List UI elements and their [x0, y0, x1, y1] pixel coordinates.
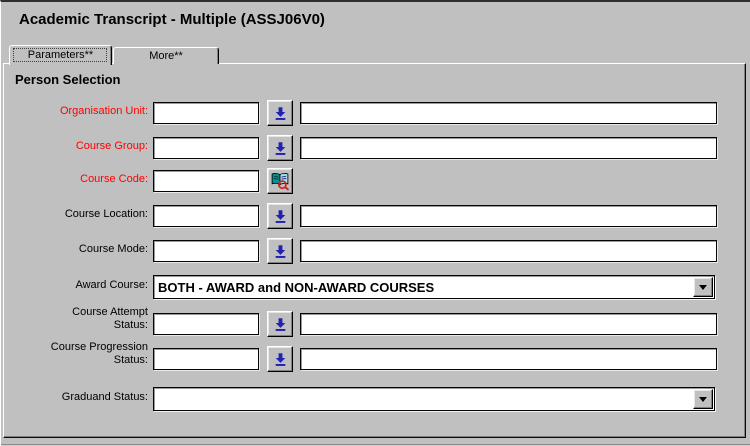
- bottom-divider: [1, 444, 750, 445]
- course-location-label: Course Location:: [64, 208, 148, 220]
- award-course-value: BOTH - AWARD and NON-AWARD COURSES: [158, 279, 435, 295]
- course-progression-status-list-button[interactable]: [267, 346, 293, 372]
- down-arrow-icon: [273, 244, 288, 259]
- course-mode-list-button[interactable]: [267, 238, 293, 264]
- course-location-code-input[interactable]: [153, 205, 259, 227]
- graduand-status-dropdown-button[interactable]: [693, 389, 713, 409]
- graduand-status-combobox[interactable]: [153, 387, 715, 411]
- course-code-label: Course Code:: [80, 173, 148, 185]
- tab-parameters-label: Parameters**: [27, 49, 94, 61]
- course-group-code-input[interactable]: [153, 137, 259, 159]
- award-course-combobox[interactable]: BOTH - AWARD and NON-AWARD COURSES: [153, 275, 715, 299]
- lov-book-magnifier-icon: [270, 172, 290, 191]
- tab-focus-outline: [13, 48, 107, 62]
- course-mode-code-input[interactable]: [153, 240, 259, 262]
- course-attempt-status-code-input[interactable]: [153, 313, 259, 335]
- course-progression-status-label: Course Progression Status:: [50, 341, 148, 366]
- organisation-unit-desc-input[interactable]: [300, 102, 717, 124]
- course-code-input[interactable]: [153, 170, 259, 192]
- course-progression-status-code-input[interactable]: [153, 348, 259, 370]
- course-location-list-button[interactable]: [267, 203, 293, 229]
- window-title: Academic Transcript - Multiple (ASSJ06V0…: [19, 11, 325, 28]
- down-arrow-icon: [273, 352, 288, 367]
- course-attempt-status-label: Course Attempt Status:: [72, 306, 148, 331]
- section-title: Person Selection: [15, 72, 121, 87]
- graduand-status-label: Graduand Status:: [61, 391, 148, 403]
- course-attempt-status-list-button[interactable]: [267, 311, 293, 337]
- award-course-dropdown-button[interactable]: [693, 277, 713, 297]
- course-mode-label: Course Mode:: [78, 243, 148, 255]
- graduand-status-value: [158, 388, 690, 410]
- award-course-label: Award Course:: [75, 279, 148, 291]
- organisation-unit-list-button[interactable]: [267, 100, 293, 126]
- course-group-label: Course Group:: [75, 140, 148, 152]
- tab-more[interactable]: More**: [113, 47, 219, 64]
- tab-more-label: More**: [149, 50, 183, 62]
- course-group-list-button[interactable]: [267, 135, 293, 161]
- dropdown-arrow-icon: [699, 284, 707, 290]
- course-location-desc-input[interactable]: [300, 205, 717, 227]
- organisation-unit-code-input[interactable]: [153, 102, 259, 124]
- down-arrow-icon: [273, 317, 288, 332]
- course-group-desc-input[interactable]: [300, 137, 717, 159]
- down-arrow-icon: [273, 106, 288, 121]
- course-attempt-status-desc-input[interactable]: [300, 313, 717, 335]
- tab-parameters[interactable]: Parameters**: [9, 45, 112, 65]
- course-progression-status-desc-input[interactable]: [300, 348, 717, 370]
- down-arrow-icon: [273, 141, 288, 156]
- organisation-unit-label: Organisation Unit:: [59, 105, 148, 117]
- course-code-lov-button[interactable]: [267, 168, 293, 194]
- down-arrow-icon: [273, 209, 288, 224]
- course-mode-desc-input[interactable]: [300, 240, 717, 262]
- dropdown-arrow-icon: [699, 396, 707, 402]
